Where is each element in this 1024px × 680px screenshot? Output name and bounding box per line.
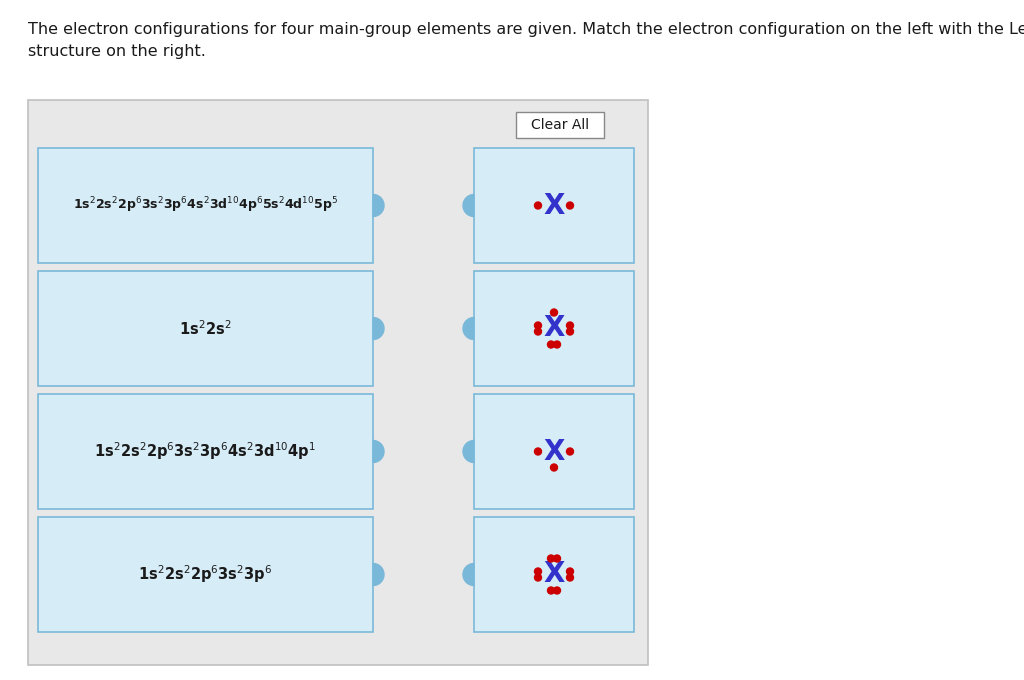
Circle shape bbox=[554, 555, 560, 562]
FancyBboxPatch shape bbox=[474, 271, 634, 386]
Circle shape bbox=[566, 568, 573, 575]
FancyBboxPatch shape bbox=[38, 517, 373, 632]
Circle shape bbox=[535, 202, 542, 209]
Circle shape bbox=[566, 574, 573, 581]
Text: The electron configurations for four main-group elements are given. Match the el: The electron configurations for four mai… bbox=[28, 22, 1024, 37]
Text: structure on the right.: structure on the right. bbox=[28, 44, 206, 59]
Circle shape bbox=[548, 341, 555, 348]
FancyBboxPatch shape bbox=[38, 394, 373, 509]
Text: 1s$^2$2s$^2$2p$^6$3s$^2$3p$^6$4s$^2$3d$^{10}$4p$^6$5s$^2$4d$^{10}$5p$^5$: 1s$^2$2s$^2$2p$^6$3s$^2$3p$^6$4s$^2$3d$^… bbox=[73, 196, 338, 216]
Polygon shape bbox=[463, 194, 474, 216]
FancyBboxPatch shape bbox=[516, 112, 604, 138]
Text: X: X bbox=[544, 560, 564, 588]
Circle shape bbox=[551, 464, 557, 471]
Text: Clear All: Clear All bbox=[530, 118, 589, 132]
Circle shape bbox=[554, 587, 560, 594]
Polygon shape bbox=[463, 564, 474, 585]
Circle shape bbox=[551, 309, 557, 316]
Circle shape bbox=[548, 587, 555, 594]
Circle shape bbox=[548, 555, 555, 562]
Circle shape bbox=[554, 341, 560, 348]
Circle shape bbox=[535, 574, 542, 581]
FancyBboxPatch shape bbox=[38, 148, 373, 263]
Polygon shape bbox=[373, 318, 384, 339]
Polygon shape bbox=[463, 318, 474, 339]
Circle shape bbox=[535, 328, 542, 335]
Text: 1s$^2$2s$^2$: 1s$^2$2s$^2$ bbox=[179, 319, 231, 338]
FancyBboxPatch shape bbox=[474, 517, 634, 632]
Circle shape bbox=[566, 448, 573, 455]
Polygon shape bbox=[463, 441, 474, 462]
Text: X: X bbox=[544, 192, 564, 220]
Circle shape bbox=[535, 568, 542, 575]
Circle shape bbox=[566, 202, 573, 209]
Text: 1s$^2$2s$^2$2p$^6$3s$^2$3p$^6$: 1s$^2$2s$^2$2p$^6$3s$^2$3p$^6$ bbox=[138, 564, 272, 585]
Polygon shape bbox=[373, 194, 384, 216]
FancyBboxPatch shape bbox=[474, 394, 634, 509]
FancyBboxPatch shape bbox=[474, 148, 634, 263]
FancyBboxPatch shape bbox=[38, 271, 373, 386]
Circle shape bbox=[566, 322, 573, 329]
Circle shape bbox=[566, 328, 573, 335]
Polygon shape bbox=[373, 564, 384, 585]
Circle shape bbox=[535, 448, 542, 455]
Text: X: X bbox=[544, 314, 564, 343]
Text: X: X bbox=[544, 437, 564, 466]
Text: 1s$^2$2s$^2$2p$^6$3s$^2$3p$^6$4s$^2$3d$^{10}$4p$^1$: 1s$^2$2s$^2$2p$^6$3s$^2$3p$^6$4s$^2$3d$^… bbox=[94, 441, 316, 462]
FancyBboxPatch shape bbox=[28, 100, 648, 665]
Circle shape bbox=[535, 322, 542, 329]
Polygon shape bbox=[373, 441, 384, 462]
